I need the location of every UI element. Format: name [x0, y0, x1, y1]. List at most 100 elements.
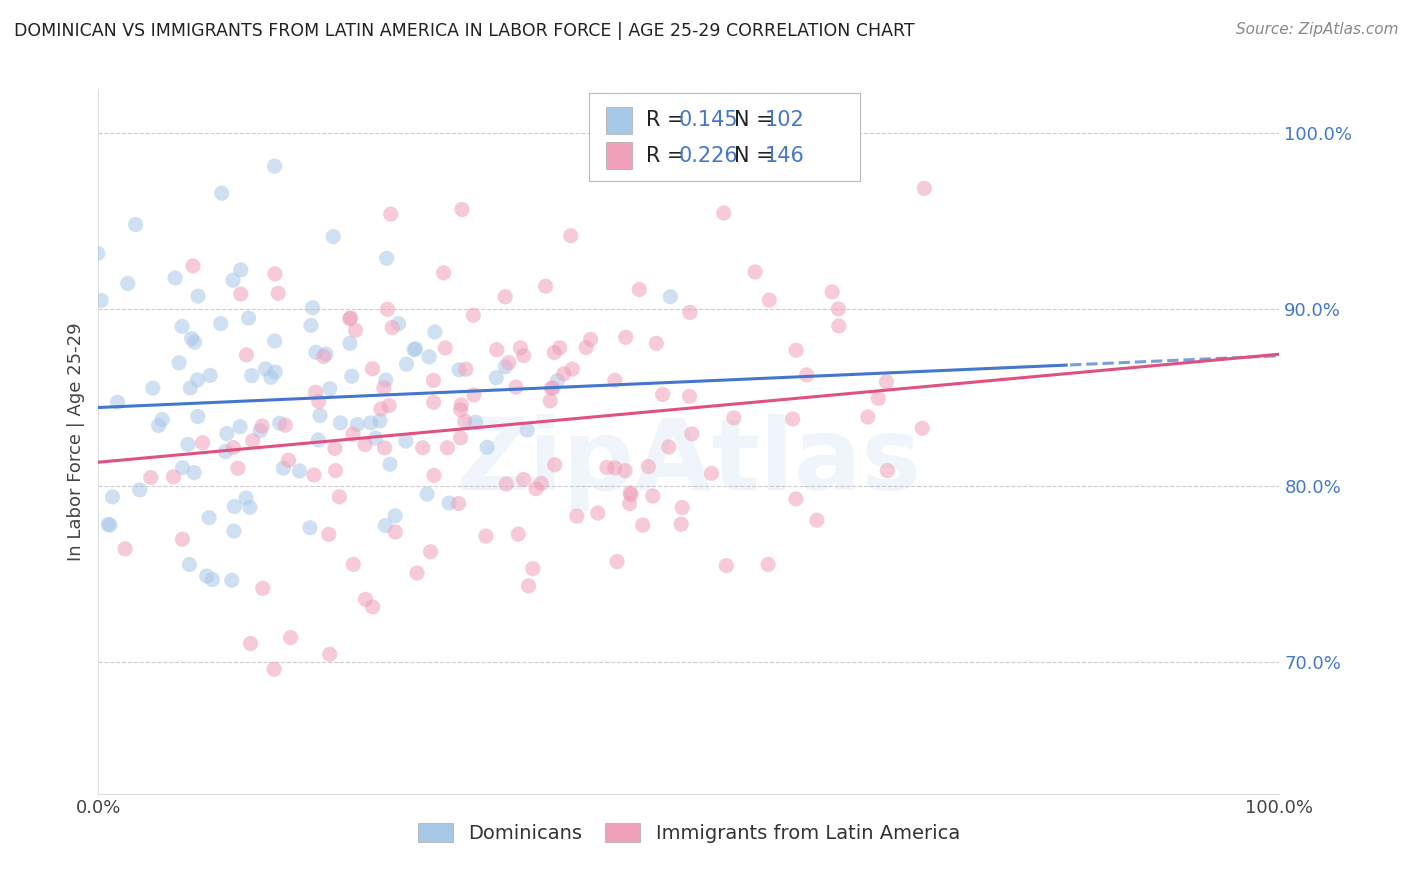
Point	[239, 500, 262, 515]
Point	[224, 500, 246, 514]
Text: R =: R =	[647, 110, 692, 129]
Point	[162, 469, 184, 483]
Point	[418, 350, 440, 364]
Point	[69, 377, 91, 392]
Point	[305, 345, 328, 359]
Point	[201, 573, 224, 587]
Point	[374, 373, 396, 387]
Point	[214, 444, 236, 458]
Point	[263, 662, 285, 676]
Point	[381, 320, 404, 334]
Text: Source: ZipAtlas.com: Source: ZipAtlas.com	[1236, 22, 1399, 37]
Point	[785, 343, 807, 358]
Point	[0, 466, 8, 480]
Point	[229, 287, 252, 301]
Point	[540, 381, 562, 395]
Point	[117, 277, 139, 291]
Point	[603, 460, 626, 475]
Point	[142, 381, 165, 395]
Point	[450, 402, 472, 417]
Point	[681, 426, 703, 441]
Y-axis label: In Labor Force | Age 25-29: In Labor Force | Age 25-29	[66, 322, 84, 561]
Point	[522, 562, 544, 576]
Point	[651, 387, 673, 401]
Point	[307, 433, 329, 447]
Point	[252, 582, 274, 596]
Point	[346, 417, 368, 432]
Point	[485, 370, 508, 384]
Point	[450, 398, 472, 412]
Point	[186, 373, 208, 387]
Point	[299, 318, 322, 333]
Point	[298, 521, 321, 535]
Point	[821, 285, 844, 299]
Point	[319, 648, 342, 662]
Point	[239, 637, 262, 651]
Point	[263, 159, 285, 173]
Point	[49, 445, 72, 459]
Point	[67, 633, 90, 648]
Point	[344, 323, 367, 337]
Point	[447, 363, 470, 377]
Point	[240, 368, 263, 383]
Point	[406, 566, 429, 580]
Point	[405, 342, 427, 356]
Point	[485, 343, 508, 357]
Point	[179, 558, 201, 572]
Point	[172, 533, 194, 547]
Point	[713, 206, 735, 220]
Point	[912, 181, 935, 195]
Point	[254, 362, 277, 376]
Point	[447, 496, 470, 510]
Point	[177, 437, 200, 451]
Point	[172, 460, 194, 475]
Point	[342, 558, 364, 572]
Point	[86, 246, 108, 260]
Point	[669, 517, 692, 532]
Point	[329, 416, 352, 430]
Point	[41, 487, 63, 501]
Point	[395, 357, 418, 371]
Point	[659, 290, 682, 304]
Point	[361, 599, 384, 614]
Point	[509, 341, 531, 355]
Point	[758, 293, 780, 307]
Point	[395, 434, 418, 448]
Point	[543, 458, 565, 472]
Point	[437, 496, 460, 510]
Point	[796, 368, 818, 382]
Point	[553, 367, 575, 381]
Point	[534, 279, 557, 293]
Point	[543, 345, 565, 359]
Point	[323, 442, 346, 456]
Point	[614, 330, 637, 344]
Point	[183, 466, 205, 480]
Point	[512, 472, 534, 486]
Point	[637, 459, 659, 474]
Point	[70, 488, 93, 502]
Point	[546, 374, 568, 388]
Point	[195, 569, 218, 583]
Point	[387, 317, 409, 331]
Point	[876, 464, 898, 478]
Point	[620, 488, 643, 502]
Point	[325, 464, 347, 478]
Point	[264, 365, 287, 379]
Point	[301, 301, 323, 315]
Point	[322, 229, 344, 244]
Point	[548, 341, 571, 355]
Point	[516, 423, 538, 437]
Point	[631, 518, 654, 533]
Point	[450, 431, 472, 445]
Point	[0, 440, 10, 454]
Point	[436, 441, 458, 455]
Point	[170, 319, 193, 334]
Point	[422, 395, 444, 409]
Point	[280, 631, 302, 645]
Point	[494, 290, 516, 304]
Point	[52, 545, 75, 559]
Point	[579, 332, 602, 346]
Point	[575, 341, 598, 355]
Point	[374, 441, 396, 455]
Point	[384, 524, 406, 539]
